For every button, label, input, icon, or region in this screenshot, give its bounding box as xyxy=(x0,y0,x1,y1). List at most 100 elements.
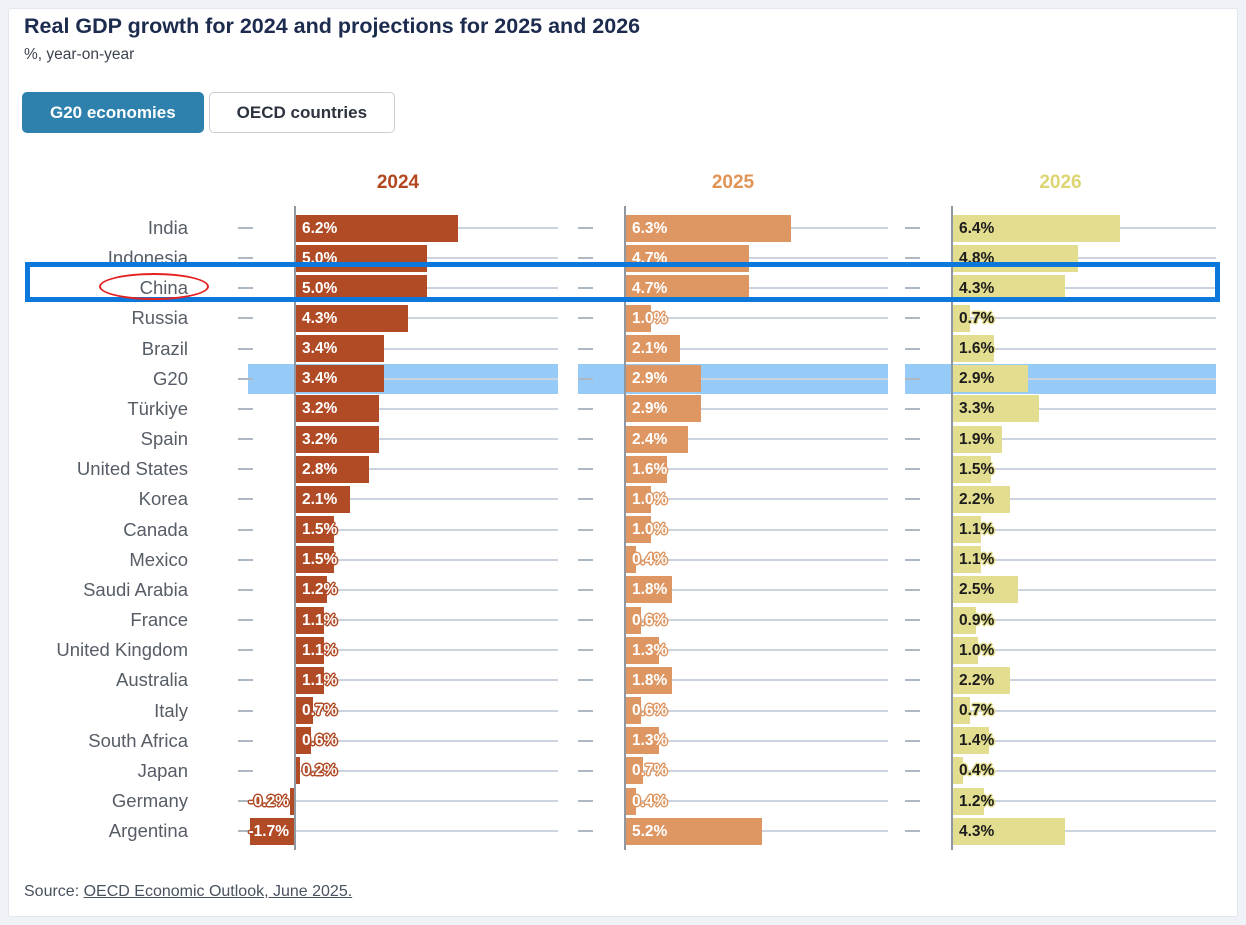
axis-tick xyxy=(578,619,593,622)
axis-tick xyxy=(905,347,920,350)
bar-value-label: 0.6% xyxy=(302,732,338,750)
gridline xyxy=(625,287,888,290)
bar xyxy=(952,395,1039,423)
bar xyxy=(625,606,641,634)
bar-value-label: 1.5% xyxy=(302,551,338,569)
bar-value-label: 3.3% xyxy=(959,400,995,418)
axis-tick xyxy=(578,438,593,441)
axis-line xyxy=(951,206,953,850)
axis-tick xyxy=(238,468,253,471)
bar-value-label: 2.1% xyxy=(632,340,668,358)
axis-tick xyxy=(578,528,593,531)
tab-g20-economies[interactable]: G20 economies xyxy=(22,92,204,133)
bar xyxy=(295,697,314,725)
gridline xyxy=(625,679,888,682)
page-title: Real GDP growth for 2024 and projections… xyxy=(24,14,641,38)
bar xyxy=(625,817,762,845)
axis-tick xyxy=(238,528,253,531)
axis-tick xyxy=(238,619,253,622)
axis-tick xyxy=(905,830,920,833)
bar-value-label: 0.9% xyxy=(959,611,995,629)
gridline xyxy=(952,588,1216,591)
axis-tick xyxy=(578,830,593,833)
bar-value-label: 0.4% xyxy=(632,551,668,569)
bar xyxy=(295,455,369,483)
axis-tick xyxy=(578,407,593,410)
bar-value-label: 1.3% xyxy=(632,732,668,750)
gridline xyxy=(625,317,888,320)
axis-tick xyxy=(578,257,593,260)
tab-oecd-countries[interactable]: OECD countries xyxy=(208,92,396,133)
gridline xyxy=(625,438,888,441)
column-header-2025: 2025 xyxy=(711,172,755,193)
bar xyxy=(295,546,335,574)
bar-value-label: 0.7% xyxy=(302,702,338,720)
bar xyxy=(625,304,652,332)
axis-tick xyxy=(905,377,920,380)
bar-value-label: 1.2% xyxy=(959,792,995,810)
bar-value-label: 1.1% xyxy=(302,671,338,689)
bar xyxy=(952,666,1010,694)
bar xyxy=(295,244,427,272)
bar-value-label: 1.4% xyxy=(959,732,995,750)
gridline xyxy=(952,528,1216,531)
axis-tick xyxy=(578,347,593,350)
bar-value-label: 3.2% xyxy=(302,430,338,448)
bar-value-label: 1.1% xyxy=(959,551,995,569)
bar-value-label: 0.4% xyxy=(959,762,995,780)
chart-subtitle: %, year-on-year xyxy=(24,46,135,63)
bar-value-label: 4.3% xyxy=(959,279,995,297)
bar-value-label: 1.8% xyxy=(632,671,668,689)
bar xyxy=(625,576,673,604)
gridline xyxy=(952,287,1216,290)
bar-value-label: 1.0% xyxy=(632,309,668,327)
gridline xyxy=(295,377,558,380)
row-label-france: France xyxy=(130,609,188,631)
bar xyxy=(952,727,989,755)
row-label-korea: Korea xyxy=(138,488,188,510)
bar xyxy=(295,757,301,785)
source-link[interactable]: OECD Economic Outlook, June 2025. xyxy=(83,883,353,900)
gridline xyxy=(295,739,558,742)
bar-value-label: 0.7% xyxy=(959,309,995,327)
gridline xyxy=(295,317,558,320)
axis-tick xyxy=(578,769,593,772)
axis-tick xyxy=(905,227,920,229)
gridline xyxy=(952,558,1216,561)
axis-tick xyxy=(238,830,253,833)
gridline xyxy=(952,377,1216,380)
bar xyxy=(952,636,979,664)
china-circle-annotation xyxy=(99,273,209,300)
bar-value-label: 1.3% xyxy=(632,641,668,659)
bar xyxy=(295,425,380,453)
bar xyxy=(952,787,984,815)
axis-tick xyxy=(238,407,253,410)
bar xyxy=(625,636,660,664)
axis-tick xyxy=(238,588,253,591)
bar xyxy=(952,485,1010,513)
gridline xyxy=(952,619,1216,622)
axis-tick xyxy=(578,287,593,290)
bar-value-label: 2.1% xyxy=(302,490,338,508)
bar xyxy=(625,546,636,574)
axis-tick xyxy=(238,347,253,350)
gridline xyxy=(952,407,1216,410)
axis-tick xyxy=(238,287,253,290)
bar xyxy=(295,214,459,242)
bar-value-label: 1.0% xyxy=(632,521,668,539)
bar-value-label: -0.2% xyxy=(248,792,290,810)
gridline xyxy=(625,498,888,501)
bar xyxy=(952,425,1002,453)
bar xyxy=(625,697,641,725)
bar-value-label: 1.1% xyxy=(959,521,995,539)
bar xyxy=(952,697,971,725)
bar xyxy=(289,787,295,815)
bar-value-label: 1.5% xyxy=(959,460,995,478)
row-label-canada: Canada xyxy=(123,518,188,540)
gridline xyxy=(952,317,1216,320)
gridline xyxy=(295,287,558,290)
bar-value-label: 4.3% xyxy=(959,822,995,840)
bar-value-label: 1.6% xyxy=(632,460,668,478)
bar-value-label: 0.6% xyxy=(632,702,668,720)
